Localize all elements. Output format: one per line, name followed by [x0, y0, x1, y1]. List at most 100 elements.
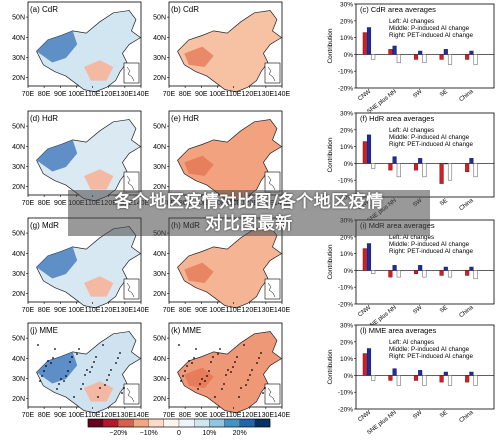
south-region	[83, 60, 114, 81]
map-panel-3: (d) HdR50N40N30N20N70E80E90E100E110E120E…	[12, 110, 149, 207]
bar-sw-s2	[418, 158, 423, 164]
south-china-sea-inset	[264, 383, 281, 405]
significance-dot	[99, 387, 101, 389]
x-tick-label: CNW	[357, 89, 372, 103]
bar-panel-title: (l) MME area averages	[360, 326, 437, 335]
inset-islands	[126, 66, 135, 82]
significance-dot	[180, 380, 182, 382]
colorbar-cell	[224, 418, 240, 428]
significance-dot	[195, 348, 197, 350]
significance-dot	[50, 362, 52, 364]
colorbar-cell	[118, 418, 134, 428]
bar-sw-s1	[413, 54, 419, 60]
inset-islands	[126, 175, 135, 191]
lat-tick-label: 30N	[12, 271, 25, 278]
inset-islands	[126, 387, 135, 403]
lon-tick-label: 110E	[85, 412, 101, 419]
legend-line: Right: PET-induced AI change	[389, 141, 474, 148]
x-tick-label: CNW	[357, 305, 372, 319]
map-panel-label: (d) HdR	[30, 114, 58, 123]
inset-islands	[267, 66, 276, 82]
lon-tick-label: 120E	[242, 307, 259, 314]
bar-china-s3	[473, 270, 478, 280]
lon-tick-label: 140E	[274, 307, 291, 314]
legend-line: Right: PET-induced AI change	[389, 32, 474, 39]
lat-tick-label: 40N	[153, 35, 166, 42]
lon-tick-label: 130E	[117, 412, 134, 419]
lon-tick-label: 140E	[133, 91, 150, 98]
bar-sne-plus-nn-s3	[396, 270, 401, 278]
significance-dot	[104, 384, 106, 386]
bar-cnw-s1	[362, 32, 367, 55]
colorbar-cell	[163, 418, 180, 428]
significance-dot	[227, 369, 229, 371]
legend-line: Left: AI changes	[389, 339, 434, 346]
map-panel-label: (e) HdR	[171, 114, 199, 123]
y-tick-label: -10%	[338, 178, 353, 185]
y-tick-label: 30%	[340, 323, 353, 330]
significance-dot	[102, 344, 104, 346]
bar-panel-4: 30% 20% 10% 0% -10% -20% (l) MME area averages…	[327, 323, 495, 436]
lon-tick-label: 130E	[258, 91, 275, 98]
south-china-sea-inset	[264, 171, 281, 193]
y-tick-label: 20%	[340, 234, 353, 241]
bar-sw-s3	[422, 270, 427, 278]
lon-tick-label: 80E	[38, 412, 51, 419]
significance-dot	[217, 353, 219, 355]
significance-dot	[60, 378, 62, 380]
lon-tick-label: 80E	[38, 91, 51, 98]
legend-line: Left: AI changes	[389, 234, 434, 241]
lon-tick-label: 110E	[85, 307, 101, 314]
lon-tick-label: 80E	[179, 412, 192, 419]
lat-tick-label: 30N	[12, 376, 25, 383]
lon-tick-label: 110E	[226, 412, 242, 419]
significance-dot	[121, 392, 123, 394]
y-tick-label: -10%	[338, 390, 353, 397]
colorbar-tick-label: 20%	[233, 430, 247, 437]
south-china-sea-inset	[264, 62, 281, 84]
lat-tick-label: 20N	[153, 75, 166, 82]
lon-tick-label: 100E	[209, 412, 226, 419]
colorbar-tick-label: 10%	[202, 430, 216, 437]
bar-cnw-s1	[362, 353, 367, 376]
map-panel-label: (k) MME	[171, 326, 201, 335]
bar-se-s1	[439, 54, 444, 60]
significance-dot	[184, 370, 186, 372]
lon-tick-label: 140E	[133, 412, 150, 419]
y-tick-label: 20%	[340, 18, 353, 25]
significance-dot	[119, 352, 121, 354]
significance-dot	[238, 396, 240, 398]
legend-line: Right: PET-induced AI change	[389, 248, 474, 255]
significance-dot	[182, 375, 184, 377]
bar-sne-plus-nn-s2	[392, 45, 397, 55]
significance-dot	[204, 380, 206, 382]
lat-tick-label: 30N	[153, 164, 166, 171]
y-axis-label: Contribution	[327, 244, 334, 279]
bar-china-s3	[473, 54, 478, 65]
lon-tick-label: 130E	[258, 307, 275, 314]
y-tick-label: 20%	[340, 127, 353, 134]
lon-tick-label: 130E	[258, 412, 275, 419]
west-region	[184, 46, 214, 68]
bar-sw-s2	[418, 265, 423, 271]
map-panel-label: (j) MME	[30, 326, 58, 335]
lon-tick-label: 130E	[117, 91, 134, 98]
significance-dot	[97, 396, 99, 398]
bar-sw-s1	[413, 163, 419, 171]
map-panel-4: (e) HdR50N40N30N20N70E80E90E100E110E120E…	[153, 110, 290, 207]
lat-tick-label: 20N	[12, 291, 25, 298]
significance-dot	[249, 374, 251, 376]
x-tick-label: SW	[412, 410, 424, 421]
bar-sne-plus-nn-s3	[396, 54, 401, 64]
bar-frame	[355, 324, 495, 410]
x-tick-label: SE	[439, 198, 449, 208]
bar-sw-s3	[422, 54, 427, 64]
northwest-region	[36, 30, 78, 63]
lat-tick-label: 20N	[12, 75, 25, 82]
lon-tick-label: 70E	[22, 91, 35, 98]
lat-tick-label: 20N	[153, 184, 166, 191]
lat-tick-label: 50N	[153, 15, 166, 22]
lat-tick-label: 50N	[12, 124, 25, 131]
bar-china-s2	[469, 266, 474, 271]
lat-tick-label: 20N	[153, 291, 166, 298]
